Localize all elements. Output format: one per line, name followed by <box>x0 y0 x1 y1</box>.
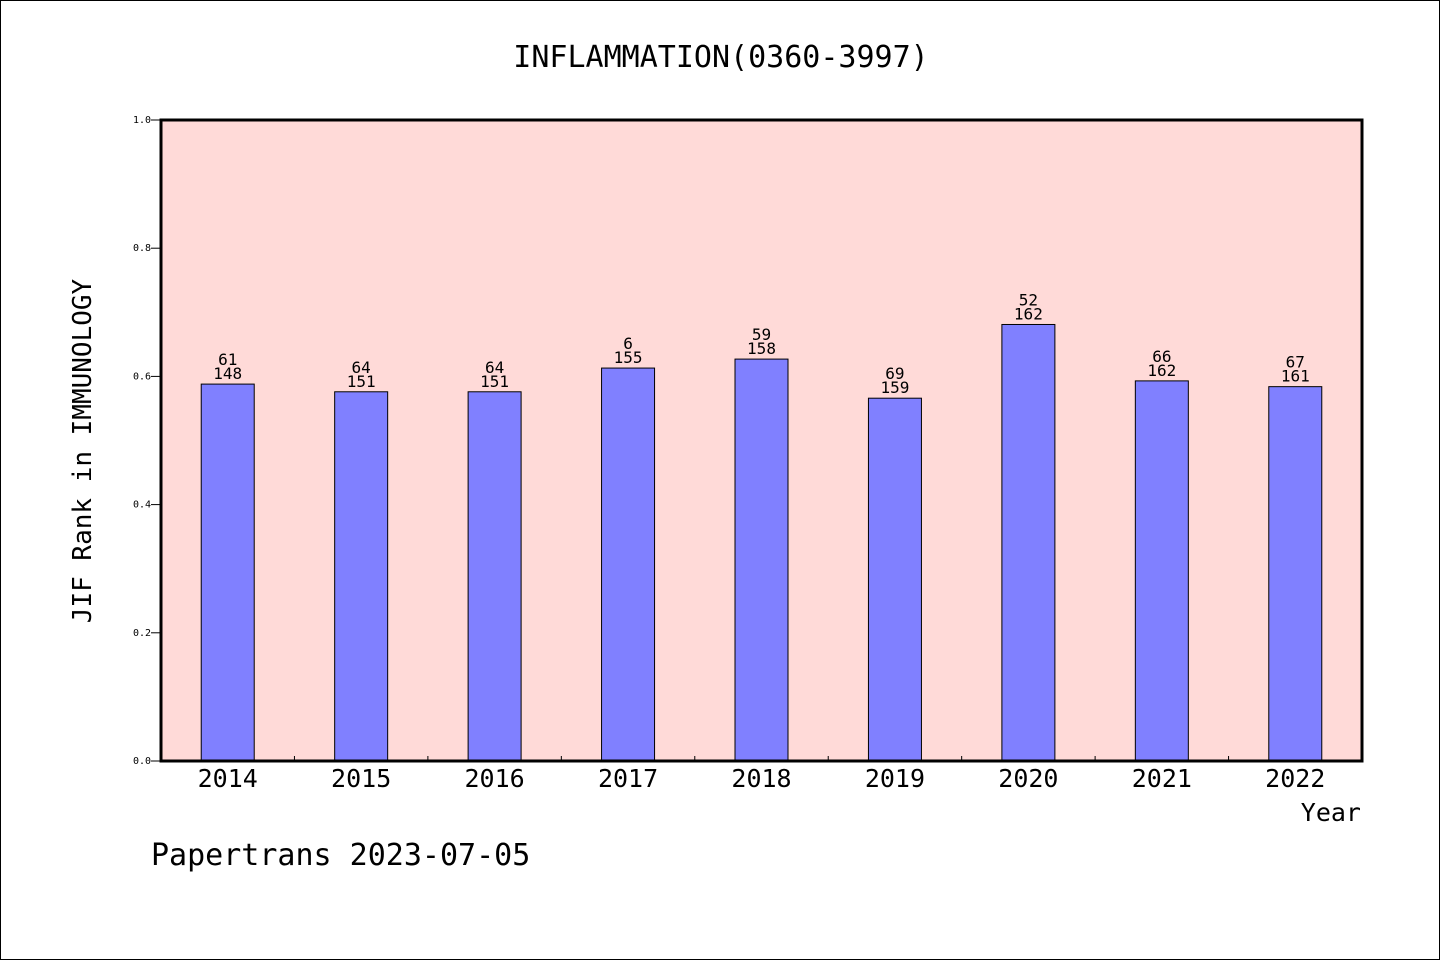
total-label-2021: 162 <box>1147 361 1176 380</box>
total-label-2020: 162 <box>1014 304 1043 323</box>
rank-label-2020: 52 <box>1019 290 1038 309</box>
bar-2021 <box>1134 380 1189 762</box>
rank-label-2021: 66 <box>1152 347 1171 366</box>
y-tick-label: 0.8 <box>133 243 151 254</box>
x-tick-label-2016: 2016 <box>465 764 525 793</box>
total-label-2018: 158 <box>747 339 776 358</box>
bar-2018 <box>734 358 789 762</box>
x-tick-label-2020: 2020 <box>998 764 1058 793</box>
rank-label-2017: 6 <box>623 334 633 353</box>
total-label-2016: 151 <box>480 372 509 391</box>
rank-label-2014: 61 <box>218 350 237 369</box>
bar-2014 <box>200 383 255 762</box>
y-tick-label: 1.0 <box>133 115 151 126</box>
x-tick-label-2017: 2017 <box>598 764 658 793</box>
y-tick-label: 0.6 <box>133 371 151 382</box>
y-tick-label: 0.2 <box>133 628 151 639</box>
bar-2022 <box>1268 386 1323 762</box>
x-axis-label: Year <box>1301 798 1361 827</box>
bar-2019 <box>867 397 922 762</box>
bar-2015 <box>334 391 389 762</box>
total-label-2017: 155 <box>614 348 643 367</box>
total-label-2014: 148 <box>213 364 242 383</box>
rank-label-2018: 59 <box>752 325 771 344</box>
rank-label-2022: 67 <box>1286 353 1305 372</box>
bar-2016 <box>467 391 522 762</box>
rank-label-2016: 64 <box>485 358 504 377</box>
y-tick-label: 0.0 <box>133 756 151 767</box>
footer-stamp: Papertrans 2023-07-05 <box>151 838 530 873</box>
x-tick-label-2015: 2015 <box>331 764 391 793</box>
x-tick-label-2022: 2022 <box>1265 764 1325 793</box>
rank-label-2015: 64 <box>352 358 371 377</box>
y-tick-label: 0.4 <box>133 500 151 511</box>
x-tick-label-2018: 2018 <box>731 764 791 793</box>
x-tick-label-2014: 2014 <box>198 764 258 793</box>
bar-2020 <box>1001 323 1056 762</box>
x-tick-label-2021: 2021 <box>1132 764 1192 793</box>
x-tick-label-2019: 2019 <box>865 764 925 793</box>
total-label-2019: 159 <box>880 378 909 397</box>
rank-label-2019: 69 <box>885 364 904 383</box>
total-label-2015: 151 <box>347 372 376 391</box>
y-axis-label: JIF Rank in IMMUNOLOGY <box>68 278 98 623</box>
chart-title: INFLAMMATION(0360-3997) <box>513 40 928 75</box>
total-label-2022: 161 <box>1281 367 1310 386</box>
bar-2017 <box>601 367 656 762</box>
plot-frame <box>159 118 1364 763</box>
